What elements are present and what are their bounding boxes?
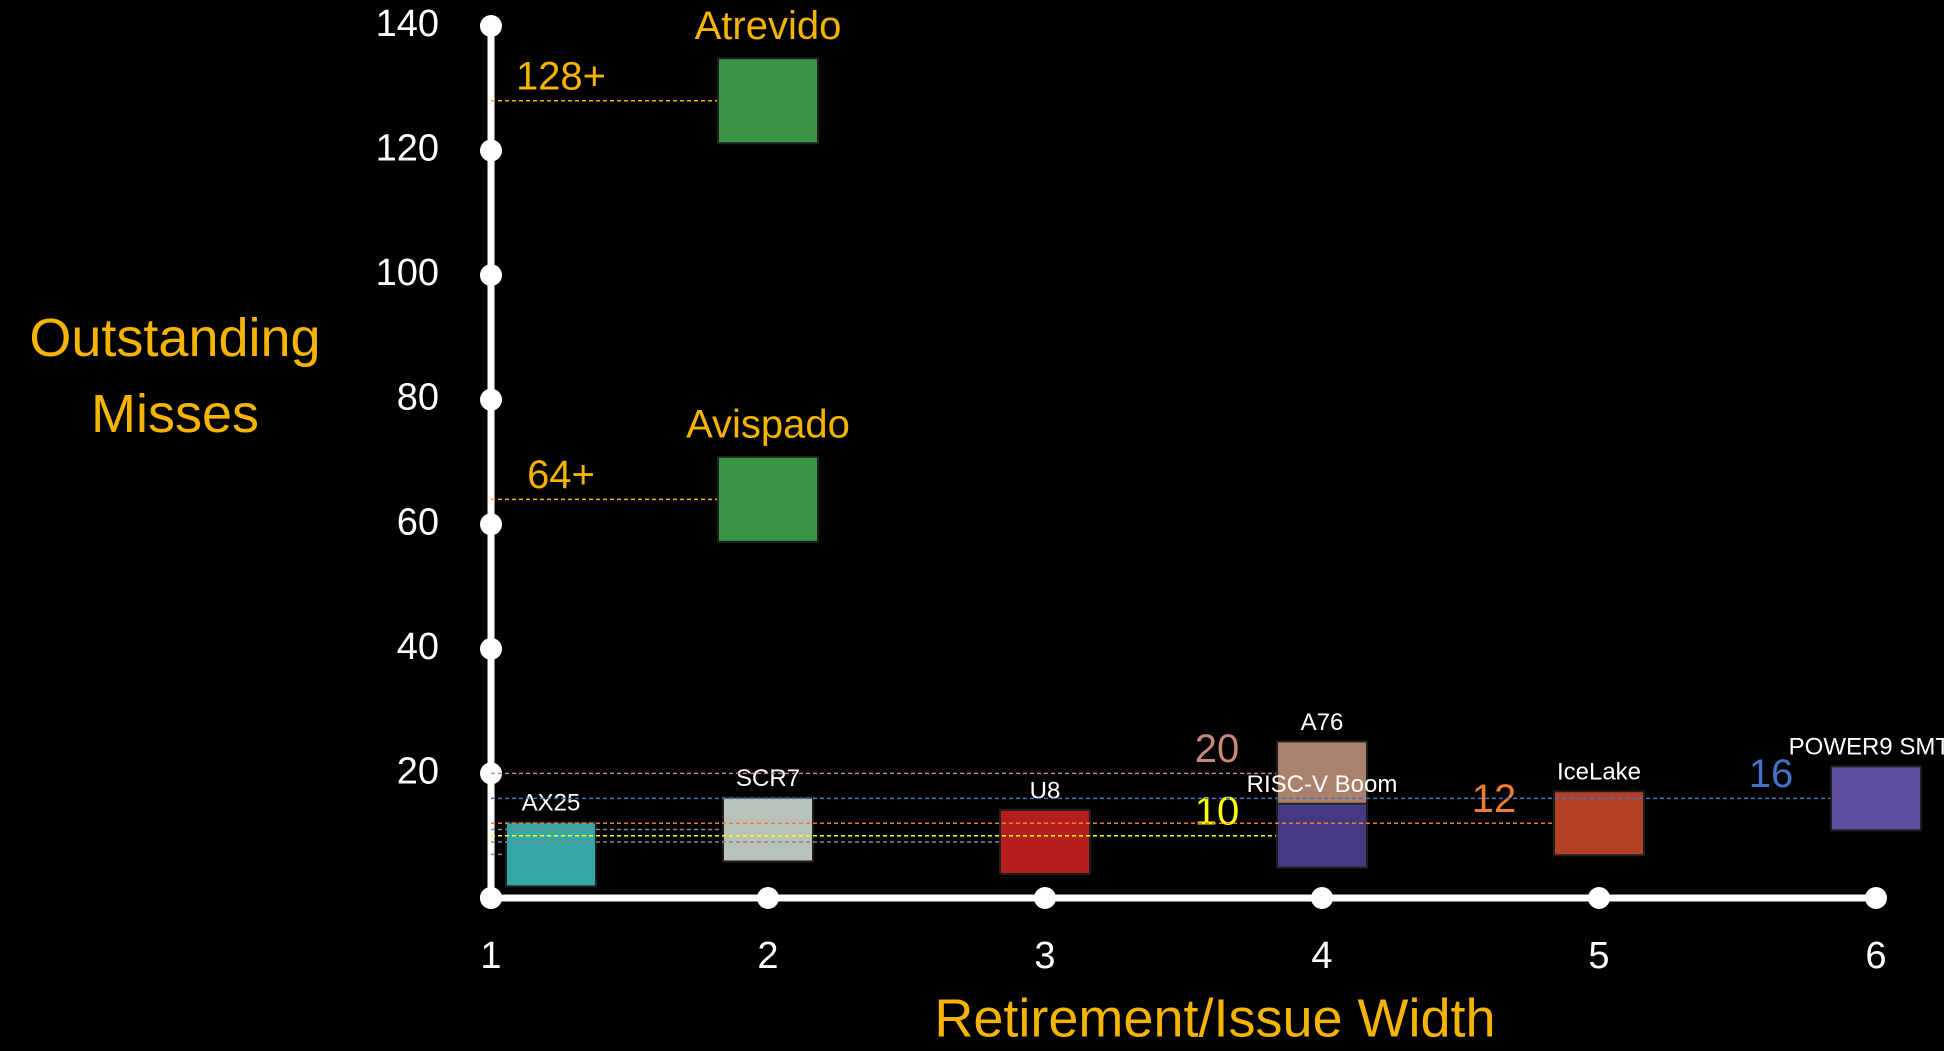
- x-tick-label: 2: [757, 935, 778, 977]
- x-axis-title: Retirement/Issue Width: [934, 988, 1495, 1048]
- chip-name: Atrevido: [695, 4, 842, 48]
- x-tick-label: 1: [480, 935, 501, 977]
- y-tick-label: 40: [397, 626, 439, 668]
- chip-name: IceLake: [1557, 759, 1641, 786]
- value-label: 16: [1749, 752, 1794, 796]
- chip-name: RISC-V Boom: [1247, 771, 1398, 798]
- chip: [718, 457, 818, 542]
- chip: [1277, 804, 1367, 868]
- chip-name: AX25: [522, 790, 581, 817]
- y-tick-label: 60: [397, 501, 439, 543]
- y-tick-label: 20: [397, 750, 439, 792]
- y-tick-label: 100: [376, 252, 439, 294]
- x-tick: [1588, 887, 1610, 909]
- chip: [723, 797, 813, 861]
- x-tick: [757, 887, 779, 909]
- x-tick: [1865, 887, 1887, 909]
- chip-name: A76: [1301, 709, 1344, 736]
- value-label: 20: [1195, 727, 1240, 771]
- chip: [506, 822, 596, 886]
- chip-name: POWER9 SMT4: [1789, 734, 1944, 761]
- value-label: 128+: [516, 54, 606, 98]
- value-label: 10: [1195, 789, 1240, 833]
- x-tick-label: 6: [1865, 935, 1886, 977]
- x-tick: [480, 887, 502, 909]
- value-label: 64+: [527, 453, 595, 497]
- y-tick-label: 120: [376, 128, 439, 170]
- y-tick: [480, 264, 502, 286]
- y-tick: [480, 140, 502, 162]
- x-tick-label: 4: [1311, 935, 1332, 977]
- x-tick: [1034, 887, 1056, 909]
- y-tick: [480, 389, 502, 411]
- y-tick-label: 80: [397, 377, 439, 419]
- y-tick: [480, 638, 502, 660]
- x-tick-label: 5: [1588, 935, 1609, 977]
- x-tick: [1311, 887, 1333, 909]
- y-tick: [480, 513, 502, 535]
- chip: [1000, 810, 1090, 874]
- chart: Retirement/Issue Width 20406080100120140…: [0, 0, 1944, 1051]
- page: {"chart_data": { "type": "scatter", "x_l…: [0, 0, 1944, 1051]
- x-tick-label: 3: [1034, 935, 1055, 977]
- chip-name: U8: [1030, 777, 1061, 804]
- chip: [1831, 766, 1921, 830]
- y-tick-label: 140: [376, 3, 439, 45]
- chip-name: Avispado: [686, 402, 850, 446]
- chip: [718, 58, 818, 143]
- chip: [1554, 791, 1644, 855]
- y-tick: [480, 15, 502, 37]
- chip-name: SCR7: [736, 765, 800, 792]
